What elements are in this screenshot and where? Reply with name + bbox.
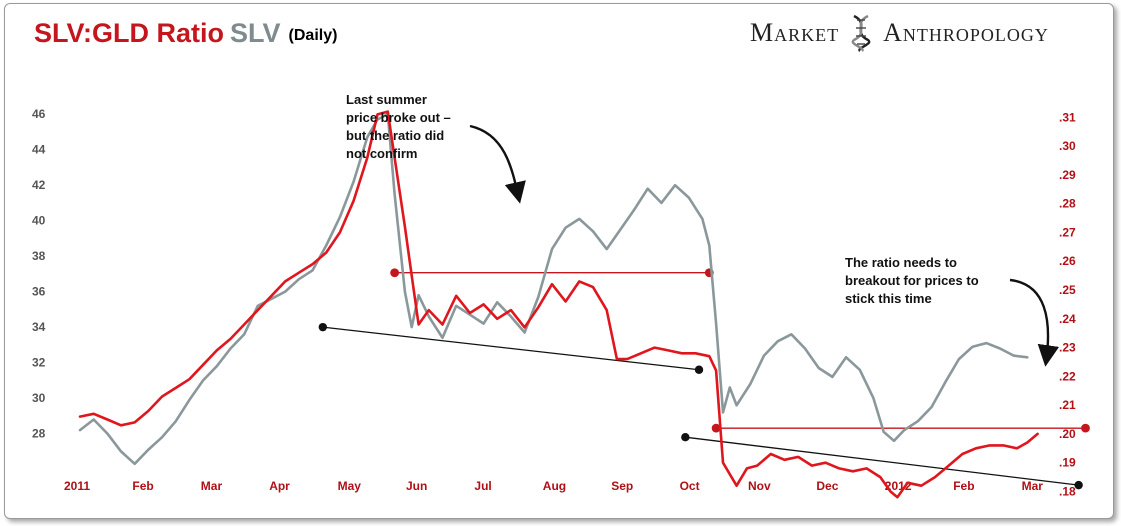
- annotation-summer: Last summer price broke out – but the ra…: [346, 92, 454, 161]
- y-right-tick-label: .23: [1059, 341, 1076, 355]
- x-tick-label: Jun: [406, 479, 427, 493]
- x-tick-label: Mar: [1022, 479, 1044, 493]
- x-tick-label: Feb: [132, 479, 153, 493]
- x-tick-label: Nov: [748, 479, 771, 493]
- y-right-tick-label: .26: [1059, 254, 1076, 268]
- annotation-summer-line-1: Last summer: [346, 92, 427, 107]
- y-left-tick-label: 44: [32, 143, 46, 157]
- y-right-tick-label: .20: [1059, 427, 1076, 441]
- trend-line-endpoint: [1074, 480, 1083, 490]
- breakout-level-endpoint: [390, 268, 400, 278]
- x-tick-label: Oct: [680, 479, 700, 493]
- annotation-breakout-line-2: breakout for prices to: [845, 273, 979, 288]
- x-tick-label: Feb: [953, 479, 974, 493]
- y-right-tick-label: .31: [1059, 110, 1076, 124]
- y-left-tick-label: 34: [32, 320, 46, 334]
- y-right-tick-label: .24: [1059, 312, 1076, 326]
- trend-line-endpoint: [318, 322, 328, 332]
- y-left-tick-label: 36: [32, 285, 46, 299]
- y-right-tick-label: .28: [1059, 197, 1076, 211]
- title-secondary: SLV: [230, 18, 281, 48]
- ratio-series-line: [78, 110, 1039, 499]
- trend-line-endpoint: [681, 433, 690, 442]
- x-tick-label: Jul: [474, 479, 491, 493]
- brand-logo: Market Anthropology: [750, 14, 1049, 52]
- x-tick-label: Apr: [269, 479, 290, 493]
- chart-title: SLV:GLD Ratio SLV (Daily): [34, 18, 337, 49]
- y-left-tick-label: 32: [32, 356, 46, 370]
- breakout-level-endpoint: [1081, 423, 1090, 433]
- x-tick-label: 2011: [64, 479, 90, 493]
- annotation-summer-line-2: price broke out –: [346, 110, 451, 125]
- y-right-tick-label: .19: [1059, 456, 1076, 470]
- dna-helix-icon: [848, 14, 874, 52]
- annotation-summer-line-3: but the ratio did: [346, 128, 444, 143]
- annotation-summer-line-4: not confirm: [346, 146, 418, 161]
- brand-word-2: Anthropology: [883, 18, 1049, 47]
- y-left-tick-label: 42: [32, 178, 46, 192]
- y-left-tick-label: 40: [32, 214, 46, 228]
- annotation-breakout-arrow: [1009, 278, 1060, 367]
- title-main: SLV:GLD Ratio: [34, 18, 225, 48]
- y-left-tick-label: 38: [32, 249, 46, 263]
- x-tick-label: 2012: [885, 479, 912, 493]
- y-left-tick-label: 46: [32, 107, 46, 121]
- annotation-breakout: The ratio needs to breakout for prices t…: [845, 255, 982, 306]
- y-right-tick-label: .21: [1059, 398, 1076, 412]
- brand-word-1: Market: [750, 18, 840, 47]
- x-tick-label: Sep: [611, 479, 633, 493]
- x-tick-label: Dec: [816, 479, 838, 493]
- trend-line: [322, 326, 700, 371]
- chart-frame: [4, 3, 1114, 519]
- y-left-tick-label: 28: [32, 427, 46, 441]
- y-right-tick-label: .27: [1059, 225, 1076, 239]
- y-right-tick-label: .18: [1059, 484, 1076, 498]
- y-right-tick-label: .22: [1059, 369, 1076, 383]
- x-tick-label: Mar: [201, 479, 223, 493]
- annotation-breakout-line-1: The ratio needs to: [845, 255, 957, 270]
- trend-line: [685, 436, 1079, 486]
- x-tick-label: Aug: [543, 479, 566, 493]
- price-series-line: [78, 112, 1029, 466]
- y-right-tick-label: .29: [1059, 168, 1076, 182]
- annotation-summer-arrow: [469, 124, 526, 204]
- trend-line-endpoint: [694, 365, 704, 374]
- y-right-tick-label: .30: [1059, 139, 1076, 153]
- y-left-tick-label: 30: [32, 391, 46, 405]
- annotation-breakout-line-3: stick this time: [845, 291, 932, 306]
- y-right-tick-label: .25: [1059, 283, 1076, 297]
- x-tick-label: May: [338, 479, 362, 493]
- breakout-level-endpoint: [711, 423, 721, 433]
- title-period: (Daily): [288, 27, 338, 44]
